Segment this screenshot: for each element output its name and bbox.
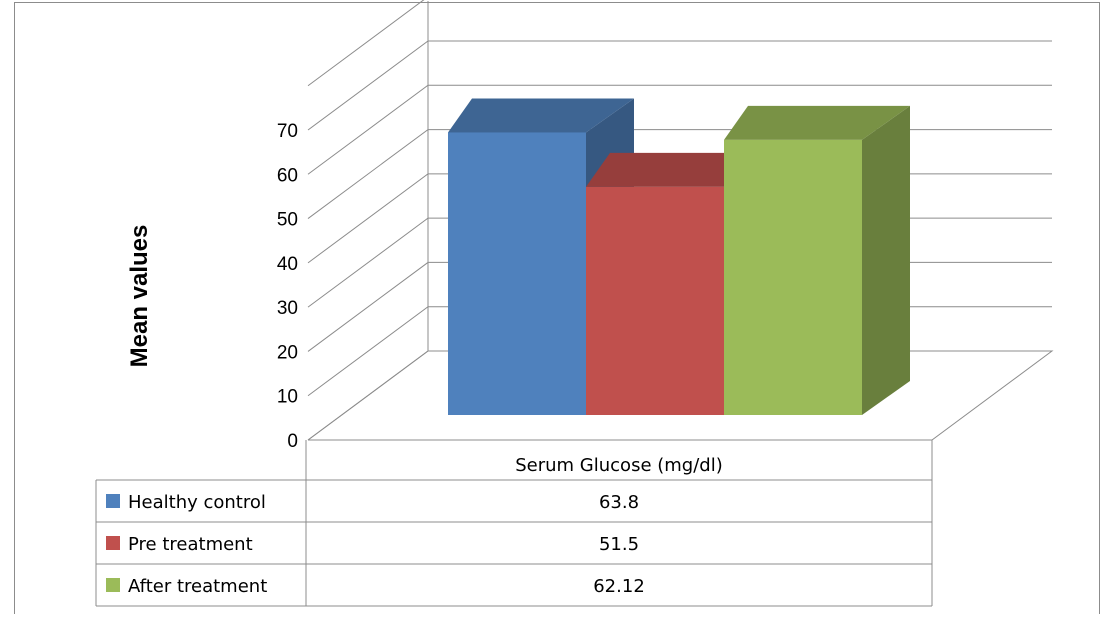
legend-label: Healthy control — [128, 492, 266, 513]
bar-front — [724, 139, 862, 415]
bar-front — [586, 186, 724, 415]
legend-label: Pre treatment — [128, 534, 253, 555]
bar-top — [448, 98, 634, 133]
gridline — [307, 0, 425, 87]
chart-frame — [14, 2, 1100, 614]
y-tick-label: 0 — [287, 431, 298, 452]
y-tick-label: 20 — [277, 342, 298, 363]
category-label: Serum Glucose (mg/dl) — [515, 455, 723, 476]
gridline — [307, 40, 1052, 131]
y-tick-label: 50 — [277, 210, 298, 231]
data-label: 63.8 — [599, 492, 639, 513]
bar-after-treatment — [724, 105, 910, 415]
legend-key — [106, 536, 120, 550]
legend-label: After treatment — [128, 576, 267, 597]
legend-key — [106, 578, 120, 592]
y-tick-label: 30 — [277, 298, 298, 319]
y-tick-label: 40 — [277, 254, 298, 275]
gridline — [307, 84, 1052, 175]
data-table: Serum Glucose (mg/dl) Healthy control 63.8… — [95, 440, 933, 607]
y-tick-label: 70 — [277, 121, 298, 142]
y-tick-label: 10 — [277, 387, 298, 408]
bars — [448, 98, 910, 415]
data-label: 62.12 — [593, 576, 645, 597]
bar-front — [448, 132, 586, 415]
legend-key — [106, 494, 120, 508]
y-axis-label: Mean values — [126, 225, 153, 368]
y-tick-label: 60 — [277, 165, 298, 186]
y-axis-ticks: 0 10 20 30 40 50 60 70 — [277, 121, 298, 452]
gridlines — [307, 0, 1052, 441]
data-label: 51.5 — [599, 534, 639, 555]
bar-top — [724, 105, 910, 140]
back-wall-edge — [307, 1, 429, 441]
bar-side — [862, 105, 910, 415]
